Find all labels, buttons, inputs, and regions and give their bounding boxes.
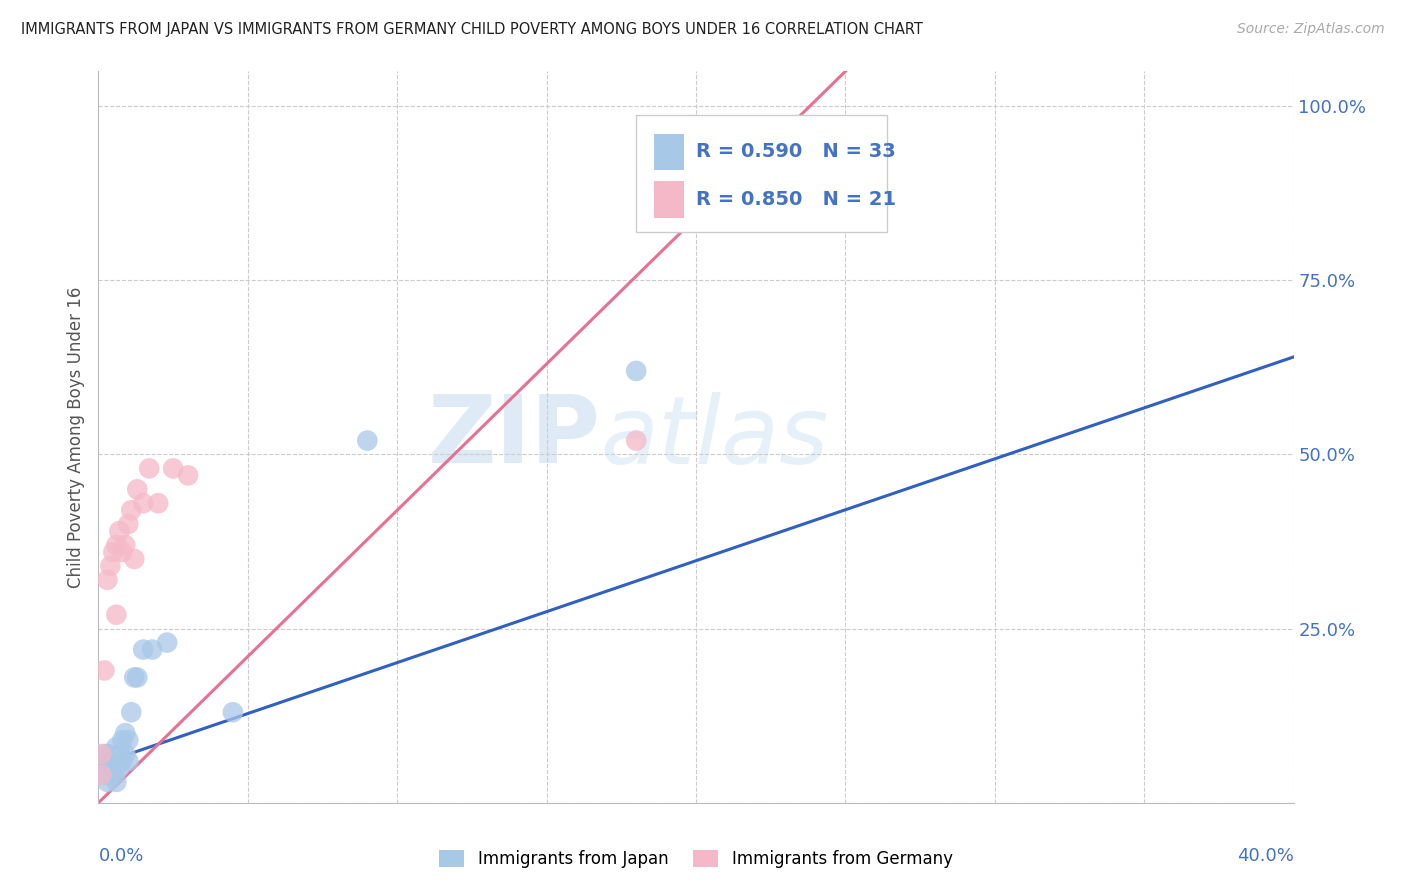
Y-axis label: Child Poverty Among Boys Under 16: Child Poverty Among Boys Under 16 [66,286,84,588]
Point [96,761,118,775]
Point [141,642,163,657]
Point [132,496,155,510]
Point [108,747,131,761]
FancyBboxPatch shape [637,115,887,232]
Point [117,754,139,768]
Point [127,483,149,497]
Point [93,747,115,761]
Point [127,670,149,684]
Point [105,775,128,789]
Point [162,461,184,475]
Point [177,468,200,483]
Text: ZIP: ZIP [427,391,600,483]
Point [108,524,131,538]
Point [111,545,134,559]
Point [93,768,115,782]
Point [111,754,134,768]
Point [90,761,112,775]
Point [626,364,648,378]
Point [90,768,112,782]
Text: R = 0.850   N = 21: R = 0.850 N = 21 [696,190,896,209]
Point [105,538,128,552]
Point [356,434,378,448]
Point [111,733,134,747]
Point [93,664,115,678]
Point [105,761,128,775]
Point [105,607,128,622]
FancyBboxPatch shape [654,134,685,170]
FancyBboxPatch shape [654,181,685,218]
Point [114,726,136,740]
Point [96,747,118,761]
Point [117,733,139,747]
Point [124,670,146,684]
Point [98,558,122,573]
Point [114,538,136,552]
Text: IMMIGRANTS FROM JAPAN VS IMMIGRANTS FROM GERMANY CHILD POVERTY AMONG BOYS UNDER : IMMIGRANTS FROM JAPAN VS IMMIGRANTS FROM… [21,22,922,37]
Point [114,747,136,761]
Text: 0.0%: 0.0% [98,847,143,864]
Point [148,496,170,510]
Point [156,635,179,649]
Text: Source: ZipAtlas.com: Source: ZipAtlas.com [1237,22,1385,37]
Point [103,545,125,559]
Point [96,775,118,789]
Point [96,573,118,587]
Point [222,705,245,719]
Point [103,754,125,768]
Text: atlas: atlas [600,392,828,483]
Point [90,747,112,761]
Point [138,461,160,475]
Point [108,761,131,775]
Point [120,503,142,517]
Point [117,517,139,532]
Point [120,705,142,719]
Point [90,754,112,768]
Point [124,552,146,566]
Point [98,768,122,782]
Text: 40.0%: 40.0% [1237,847,1294,864]
Point [93,761,115,775]
Point [90,768,112,782]
Point [105,740,128,755]
Point [98,754,122,768]
Point [103,768,125,782]
Point [132,642,155,657]
Text: R = 0.590   N = 33: R = 0.590 N = 33 [696,143,896,161]
Legend: Immigrants from Japan, Immigrants from Germany: Immigrants from Japan, Immigrants from G… [433,844,959,875]
Point [626,434,648,448]
